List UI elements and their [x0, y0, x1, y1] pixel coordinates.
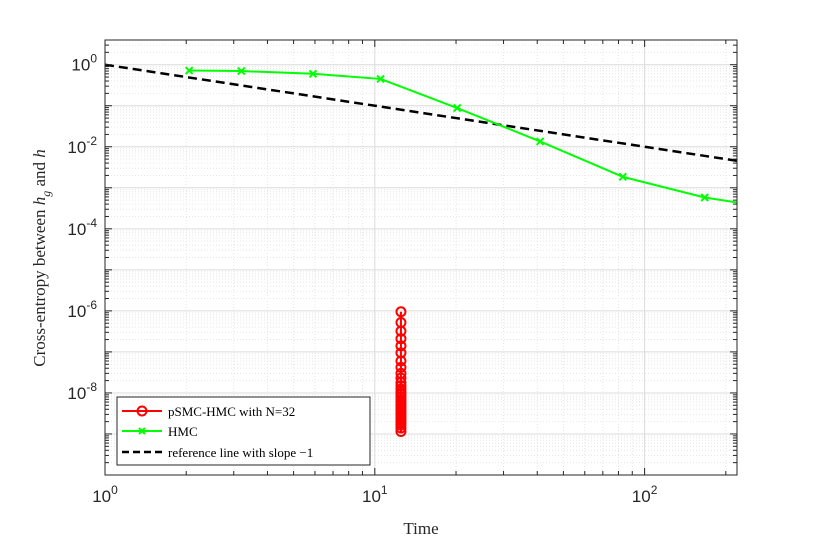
- data-point: [395, 372, 407, 384]
- series-2: [105, 63, 737, 163]
- x-axis-label: Time: [403, 519, 438, 538]
- y-axis-label-h2: h: [30, 149, 49, 158]
- series-0: [395, 306, 407, 437]
- y-tick-label: 100: [71, 52, 97, 75]
- legend-label-hmc: HMC: [168, 424, 198, 439]
- legend-marker-hmc: [138, 427, 146, 435]
- x-tick-label: 101: [362, 483, 388, 506]
- data-point: [395, 340, 407, 352]
- y-tick-label: 10-4: [67, 216, 97, 239]
- y-tick-label: 10-8: [67, 380, 97, 403]
- data-point: [395, 355, 407, 367]
- series-1: [184, 66, 737, 204]
- data-point: [395, 325, 407, 337]
- data-point: [308, 69, 318, 79]
- legend-label-psmc: pSMC-HMC with N=32: [168, 404, 295, 419]
- data-point: [237, 66, 246, 76]
- data-point: [395, 306, 407, 318]
- data-point: [184, 66, 194, 75]
- y-tick-label: 10-6: [67, 298, 97, 321]
- data-point: [395, 425, 407, 437]
- axis-ticks: [104, 39, 737, 476]
- y-axis-label-prefix: Cross-entropy between: [30, 205, 49, 366]
- tick-labels: 100 101 102 10-8 10-6 10-4 10-2 100: [67, 52, 657, 506]
- data-point: [376, 74, 385, 84]
- series-layer: [105, 63, 737, 437]
- legend-marker-psmc: [136, 405, 148, 417]
- data-point: [700, 193, 709, 202]
- y-tick-label: 10-2: [67, 134, 97, 157]
- data-point: [452, 103, 462, 113]
- x-tick-label: 102: [632, 483, 658, 506]
- y-axis-label-h: h: [30, 197, 49, 206]
- series-line: [105, 63, 737, 163]
- data-point: [618, 172, 627, 182]
- data-point: [535, 137, 545, 146]
- data-point: [395, 422, 407, 434]
- y-axis-label-mid: and: [30, 158, 49, 191]
- x-tick-label: 100: [92, 483, 118, 506]
- y-axis-label-subscript: g: [39, 191, 53, 197]
- data-point: [395, 361, 407, 373]
- data-point: [395, 333, 407, 345]
- legend: pSMC-HMC with N=32 HMC reference line wi…: [116, 396, 371, 466]
- y-axis-label: Cross-entropy between hg and h: [30, 149, 53, 367]
- legend-label-reference: reference line with slope −1: [168, 445, 313, 460]
